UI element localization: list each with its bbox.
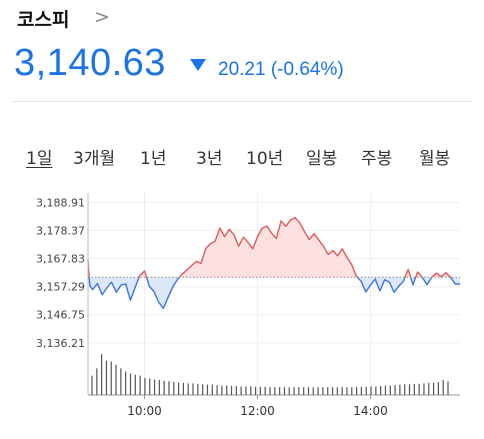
y-tick-label: 3,188.91 xyxy=(36,197,85,210)
area-below-close xyxy=(450,277,460,284)
price-line-up xyxy=(178,217,358,278)
tab-1-year[interactable]: 1년 xyxy=(140,149,167,169)
price-line-down xyxy=(145,276,180,310)
area-below-close xyxy=(146,277,180,309)
tab-weekly[interactable]: 주봉 xyxy=(361,149,393,169)
tab-10-years[interactable]: 10년 xyxy=(246,149,284,169)
y-tick-label: 3,136.21 xyxy=(36,337,85,350)
price-line-up xyxy=(138,270,148,278)
header-divider xyxy=(12,101,472,102)
index-title[interactable]: 코스피 xyxy=(17,9,70,31)
y-axis-labels: 3,188.91 3,178.37 3,167.83 3,157.29 3,146.75… xyxy=(36,197,85,350)
chart-grid xyxy=(88,193,460,395)
price-line-up xyxy=(404,268,412,278)
change-amount: 20.21 xyxy=(218,59,266,80)
y-tick-label: 3,146.75 xyxy=(36,309,85,322)
tab-3-years[interactable]: 3년 xyxy=(196,149,223,169)
tab-1-day[interactable]: 1일 xyxy=(26,149,53,169)
price-line-down xyxy=(356,276,406,293)
volume-bars xyxy=(91,354,449,395)
x-tick-label: 10:00 xyxy=(127,404,162,418)
chevron-right-icon[interactable]: > xyxy=(94,6,110,28)
area-above-close xyxy=(179,217,358,278)
period-tabs: 1일 3개월 1년 3년 10년 일봉 주봉 월봉 xyxy=(0,144,484,170)
y-tick-label: 3,167.83 xyxy=(36,253,85,266)
tab-daily[interactable]: 일봉 xyxy=(306,149,338,169)
tab-monthly[interactable]: 월봉 xyxy=(419,149,451,169)
price-change: 20.21 (-0.64%) xyxy=(218,59,344,81)
x-tick-label: 12:00 xyxy=(240,404,275,418)
x-axis-labels: 10:00 12:00 14:00 xyxy=(127,404,388,418)
price-line-up xyxy=(431,271,451,278)
area-below-close xyxy=(422,277,432,285)
change-percent: (-0.64%) xyxy=(270,59,344,80)
price-line-down xyxy=(88,276,140,301)
price-line-down xyxy=(449,276,460,285)
price-line-up xyxy=(415,271,423,278)
down-arrow-icon xyxy=(190,59,206,71)
area-below-close xyxy=(89,277,140,301)
tab-3-months[interactable]: 3개월 xyxy=(73,149,116,169)
y-tick-label: 3,157.29 xyxy=(36,281,85,294)
chart-fill xyxy=(88,217,460,309)
chart-lines xyxy=(87,217,460,310)
index-price: 3,140.63 xyxy=(14,42,166,84)
chart-axes xyxy=(87,193,460,399)
x-tick-label: 14:00 xyxy=(353,404,388,418)
price-line-down xyxy=(409,276,417,286)
y-tick-label: 3,178.37 xyxy=(36,225,85,238)
